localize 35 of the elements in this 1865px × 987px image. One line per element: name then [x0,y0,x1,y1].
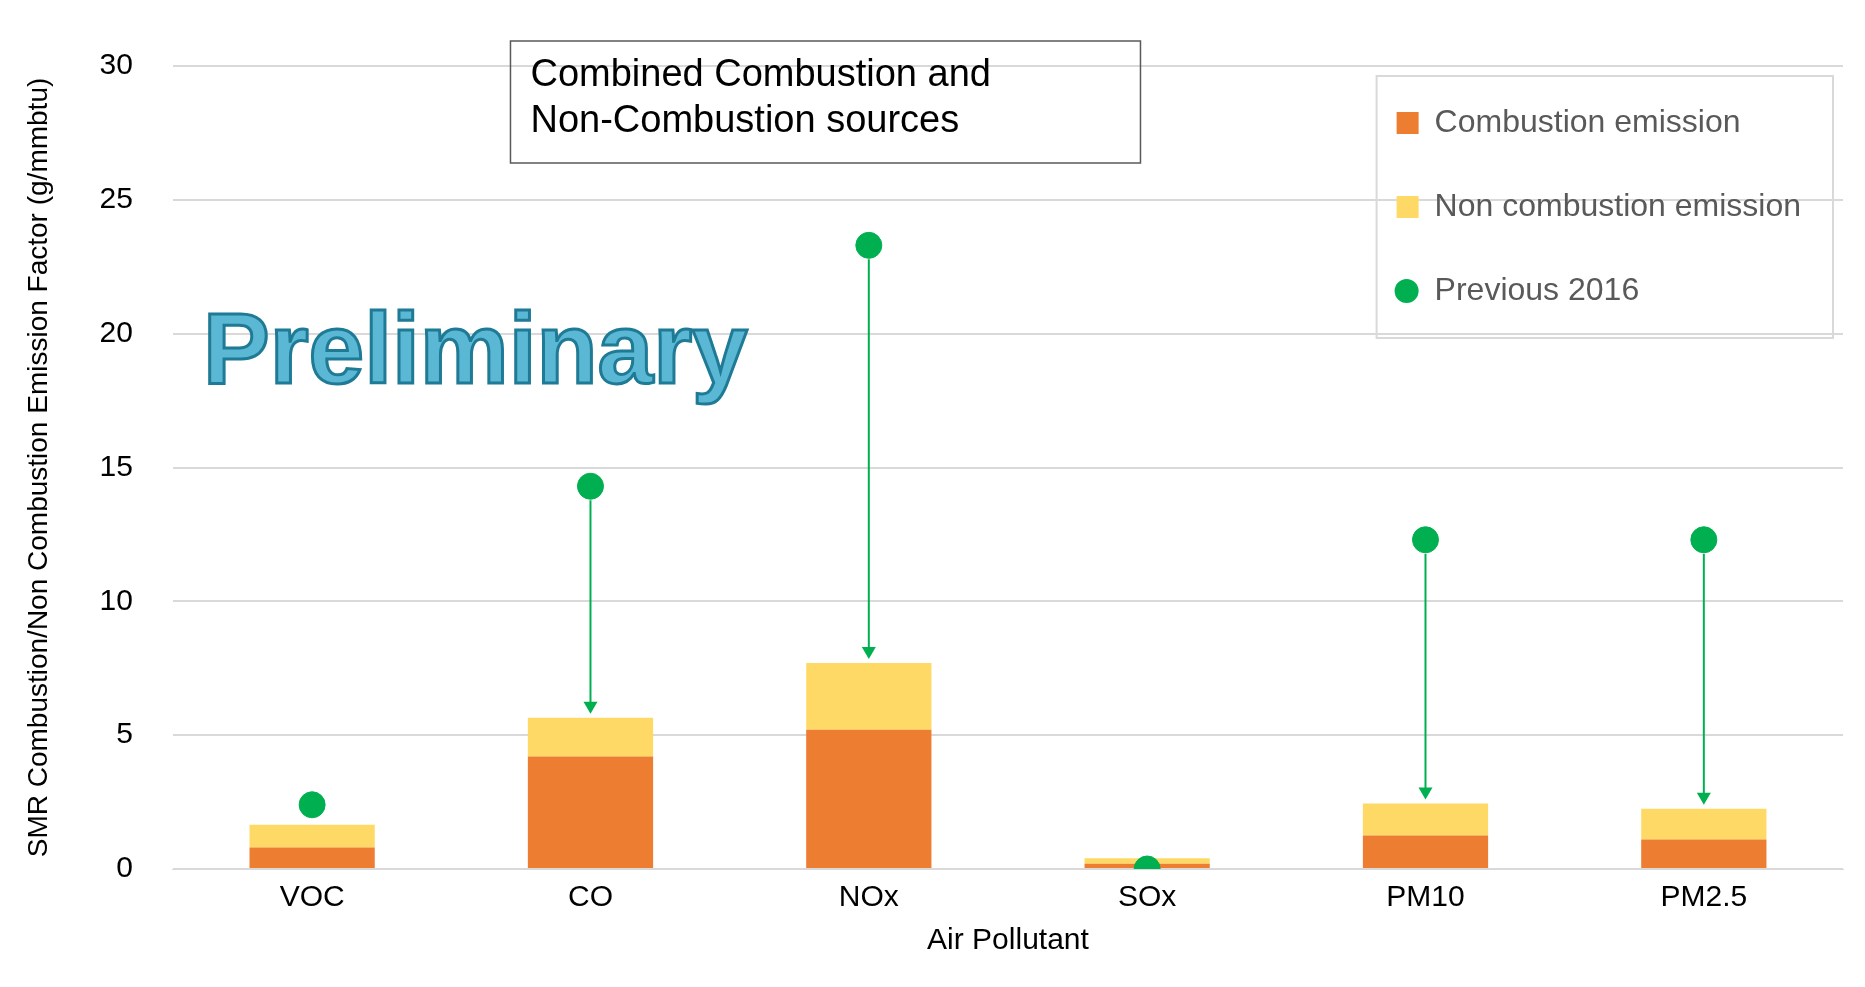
y-tick-label: 10 [99,582,133,616]
point [298,791,326,819]
point [1690,526,1718,554]
bar [1362,835,1489,868]
bar [249,847,375,868]
x-tick-label: PM2.5 [1660,879,1748,913]
point [576,472,604,500]
x-axis-title: Air Pollutant [927,922,1090,956]
point [1411,526,1439,554]
x-tick-label: VOC [279,879,345,913]
legend-label: Non combustion emission [1434,186,1801,223]
bar [527,756,654,868]
x-tick-label: CO [567,879,613,913]
bar [806,662,932,730]
point [855,231,883,259]
x-tick-label: PM10 [1386,879,1465,913]
y-tick-label: 30 [99,47,133,81]
y-tick-label: 15 [99,448,133,482]
legend-label: Combustion emission [1434,102,1741,139]
y-tick-label: 25 [99,181,133,215]
y-tick-label: 0 [116,850,133,884]
bar [1362,803,1489,836]
x-tick-label: NOx [838,879,899,913]
bar [1641,808,1767,840]
bar [249,824,375,848]
x-tick-label: SOx [1117,879,1177,913]
bar [527,717,654,757]
y-axis-title: SMR Combustion/Non Combustion Emission Factor (g/mmbtu) [21,77,53,858]
legend-label: Previous 2016 [1434,270,1640,307]
bar [1641,839,1767,868]
annotation: Preliminary [202,291,749,404]
y-tick-label: 5 [116,716,133,750]
y-tick-label: 20 [99,314,133,348]
bar [806,729,932,868]
chart-title: Combined Combustion and Non-Combustion sources [530,52,991,141]
